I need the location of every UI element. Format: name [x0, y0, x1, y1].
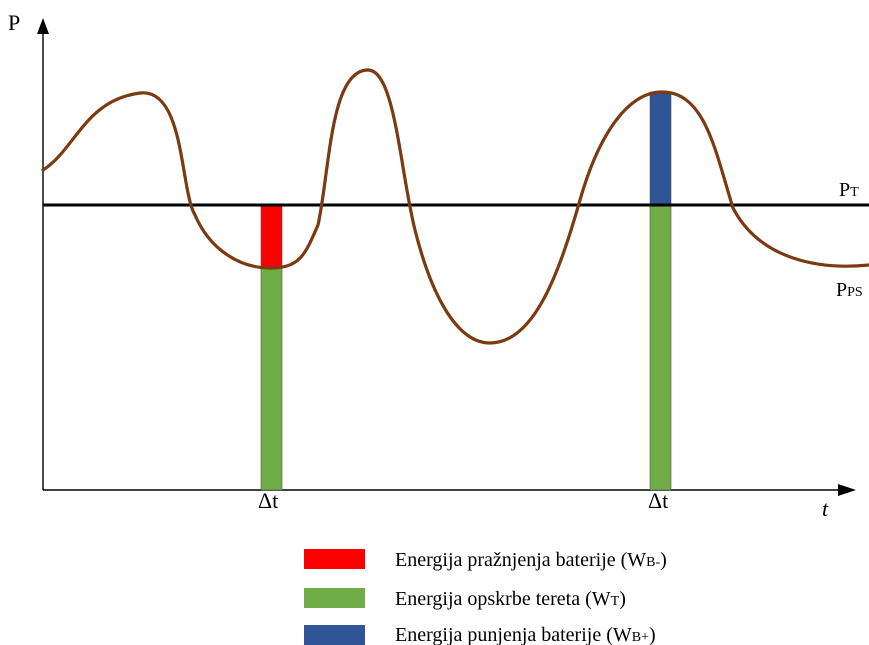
pps-label: PPS — [836, 279, 863, 301]
legend-label-discharge: Energija pražnjenja baterije (WB-) — [395, 549, 667, 571]
supply-bar-right — [649, 204, 672, 491]
x-axis-arrow — [838, 484, 856, 496]
x-axis-label: t — [822, 496, 829, 521]
legend-swatch-supply — [304, 588, 365, 608]
legend: Energija pražnjenja baterije (WB-) Energ… — [304, 549, 667, 645]
pps-curve — [41, 68, 869, 345]
legend-label-charge: Energija punjenja baterije (WB+) — [395, 624, 656, 645]
discharge-bar — [260, 204, 283, 268]
legend-swatch-charge — [304, 625, 365, 645]
supply-bar-left — [260, 266, 283, 491]
legend-swatch-discharge — [304, 549, 365, 569]
pt-label: PT — [839, 179, 859, 201]
y-axis-label: P — [8, 10, 20, 35]
legend-label-supply: Energija opskrbe tereta (WT) — [395, 588, 626, 610]
charge-bar — [649, 91, 672, 206]
y-axis-arrow — [37, 18, 49, 34]
delta-t-left: Δt — [258, 488, 278, 513]
delta-t-right: Δt — [648, 488, 668, 513]
